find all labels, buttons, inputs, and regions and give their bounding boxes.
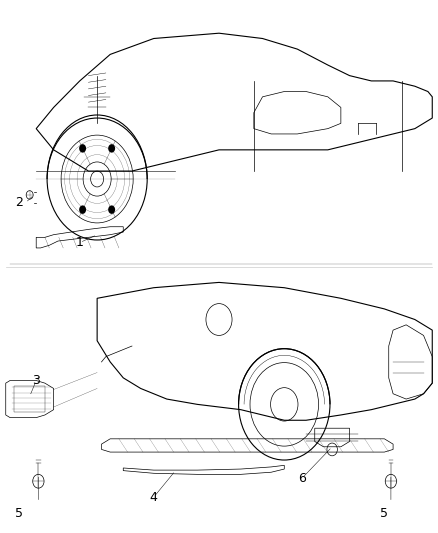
Text: 5: 5 (380, 506, 389, 520)
Circle shape (108, 205, 115, 214)
Text: 4: 4 (150, 491, 158, 504)
Text: 1: 1 (76, 236, 84, 249)
Text: 5: 5 (15, 506, 23, 520)
Circle shape (79, 144, 86, 152)
Text: 6: 6 (298, 472, 306, 485)
Circle shape (108, 144, 115, 152)
Text: 3: 3 (32, 374, 40, 387)
Text: 2: 2 (15, 196, 23, 209)
Circle shape (79, 205, 86, 214)
